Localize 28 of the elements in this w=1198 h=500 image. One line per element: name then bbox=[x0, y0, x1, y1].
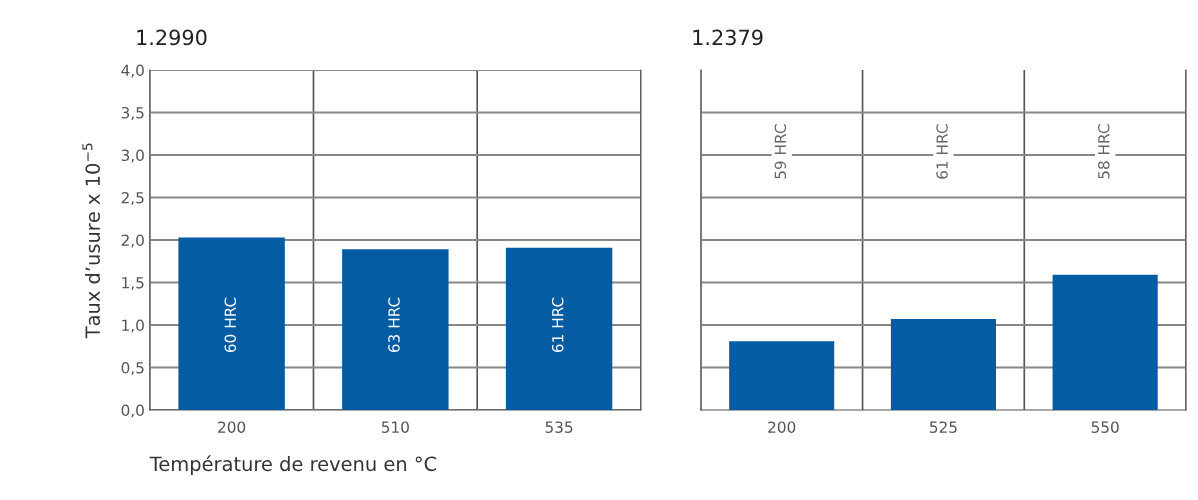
y-tick-label: 0,5 bbox=[121, 361, 144, 376]
x-tick-label: 510 bbox=[381, 421, 409, 433]
annotation: 61 HRC bbox=[936, 124, 948, 179]
bar bbox=[505, 247, 613, 410]
bar bbox=[178, 237, 285, 410]
y-tick-label: 1,5 bbox=[122, 277, 144, 291]
y-tick-label: 4,0 bbox=[121, 64, 144, 78]
y-tick-label: 1,0 bbox=[122, 319, 144, 333]
annotation: 58 HRC bbox=[1098, 124, 1110, 179]
annotation: 60 HRC bbox=[224, 297, 237, 353]
annotation: 61 HRC bbox=[551, 297, 564, 353]
x-axis-title: Température de revenu en °C bbox=[149, 455, 437, 475]
y-tick-label: 3,0 bbox=[121, 149, 144, 163]
y-tick-label: 2,5 bbox=[121, 191, 144, 206]
chart-title: 1.2379 bbox=[693, 29, 763, 46]
y-axis-title: Taux d’usure x 10$^{−5}$ bbox=[82, 143, 101, 339]
x-tick-label: 200 bbox=[218, 421, 246, 433]
y-tick-label: 0,0 bbox=[121, 404, 144, 418]
chart-title: 1.2990 bbox=[137, 29, 207, 46]
x-tick-label: 200 bbox=[768, 421, 796, 433]
x-tick-label: 550 bbox=[1091, 421, 1119, 433]
y-tick-label: 3,5 bbox=[121, 106, 144, 121]
x-tick-label: 535 bbox=[545, 421, 573, 433]
bar bbox=[342, 249, 449, 410]
x-tick-label: 525 bbox=[930, 421, 957, 433]
annotation: 63 HRC bbox=[388, 297, 400, 353]
annotation: 59 HRC bbox=[774, 124, 787, 179]
y-tick-label: 2,0 bbox=[121, 234, 144, 248]
